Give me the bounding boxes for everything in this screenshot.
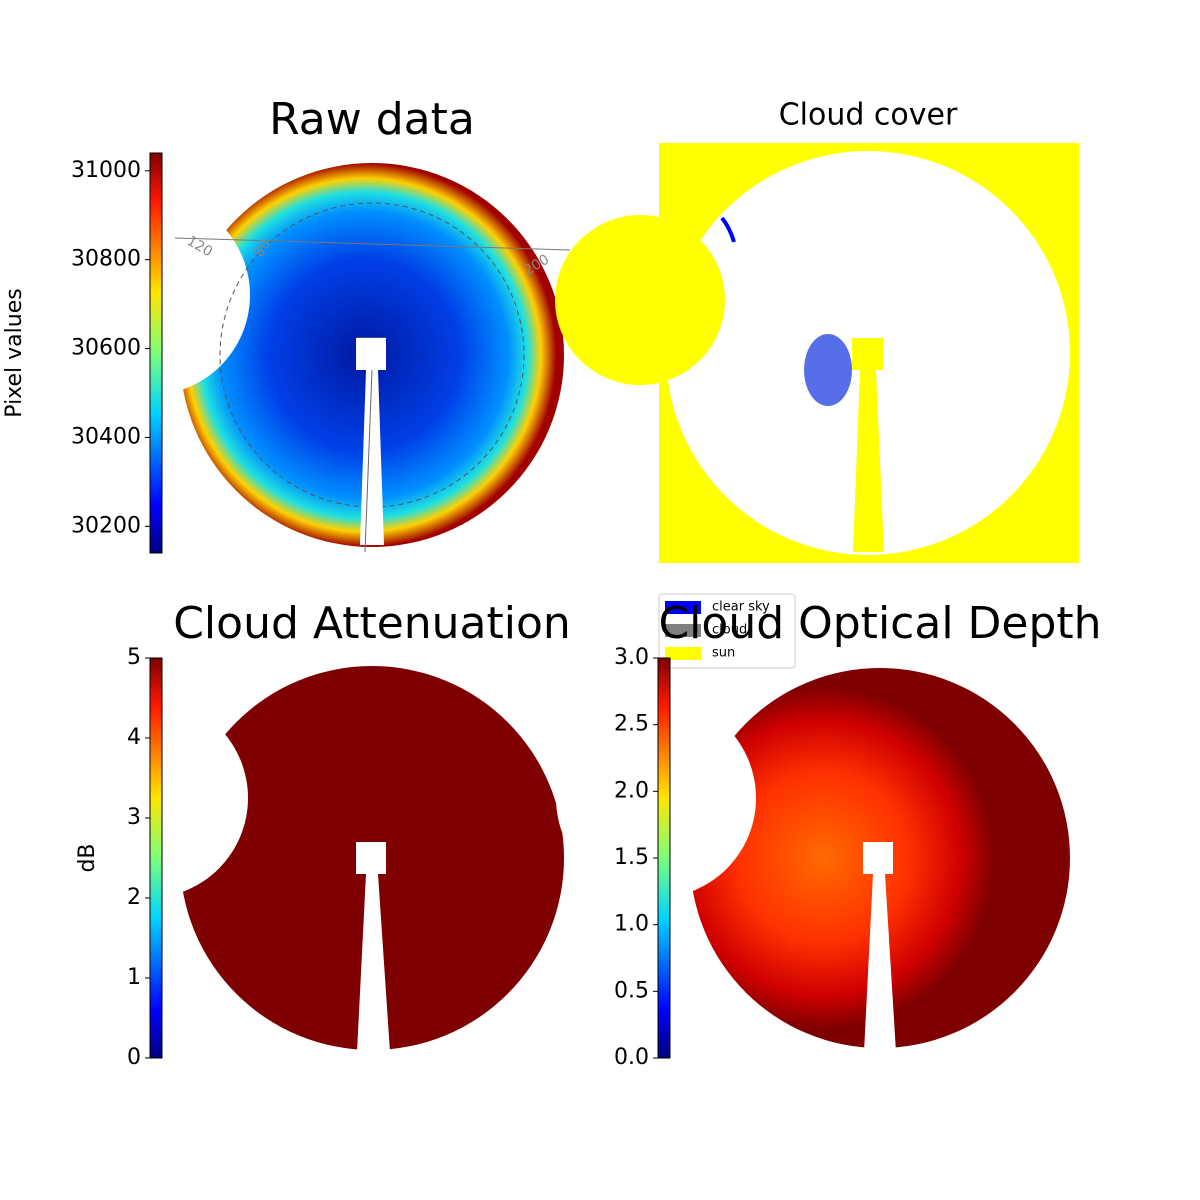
panel-title: Cloud Attenuation xyxy=(173,598,571,649)
angle-label: 80 xyxy=(251,237,274,260)
tick-label: 0 xyxy=(127,1045,141,1070)
colorbar-label: Pixel values xyxy=(2,288,27,417)
sky-image xyxy=(50,163,571,553)
legend-label: cloud xyxy=(712,623,747,638)
panel-title: Cloud cover xyxy=(779,98,958,133)
panel-title: Cloud Optical Depth xyxy=(658,598,1101,649)
tick-label: 30200 xyxy=(71,513,141,538)
tick-label: 31000 xyxy=(71,158,141,183)
colorbar-label: dB xyxy=(75,843,100,872)
tick-label: 1.5 xyxy=(614,845,649,870)
legend: clear sky cloud sun xyxy=(658,593,796,669)
legend-label: sun xyxy=(712,646,735,661)
legend-swatch xyxy=(665,647,701,660)
colorbar xyxy=(149,152,163,554)
tick-label: 0.5 xyxy=(614,978,649,1003)
colorbar xyxy=(657,657,671,1059)
tick-label: 3.0 xyxy=(614,645,649,670)
tick-label: 30800 xyxy=(71,247,141,272)
legend-label: clear sky xyxy=(712,600,770,615)
tick-label: 5 xyxy=(127,645,141,670)
tick-label: 3 xyxy=(127,805,141,830)
tick-label: 0.0 xyxy=(614,1045,649,1070)
tick-label: 4 xyxy=(127,725,141,750)
panel-title: Raw data xyxy=(269,94,475,145)
tick-label: 1.0 xyxy=(614,912,649,937)
attenuation-image xyxy=(48,666,564,1052)
tick-label: 2.5 xyxy=(614,712,649,737)
legend-swatch xyxy=(665,624,701,637)
legend-swatch xyxy=(665,601,701,614)
tick-label: 1 xyxy=(127,965,141,990)
colorbar xyxy=(149,657,163,1059)
optical-depth-image xyxy=(556,668,1070,1052)
tick-label: 2.0 xyxy=(614,778,649,803)
cloud-cover-image xyxy=(555,143,1079,563)
tick-label: 30600 xyxy=(71,336,141,361)
tick-label: 2 xyxy=(127,885,141,910)
tick-label: 30400 xyxy=(71,424,141,449)
